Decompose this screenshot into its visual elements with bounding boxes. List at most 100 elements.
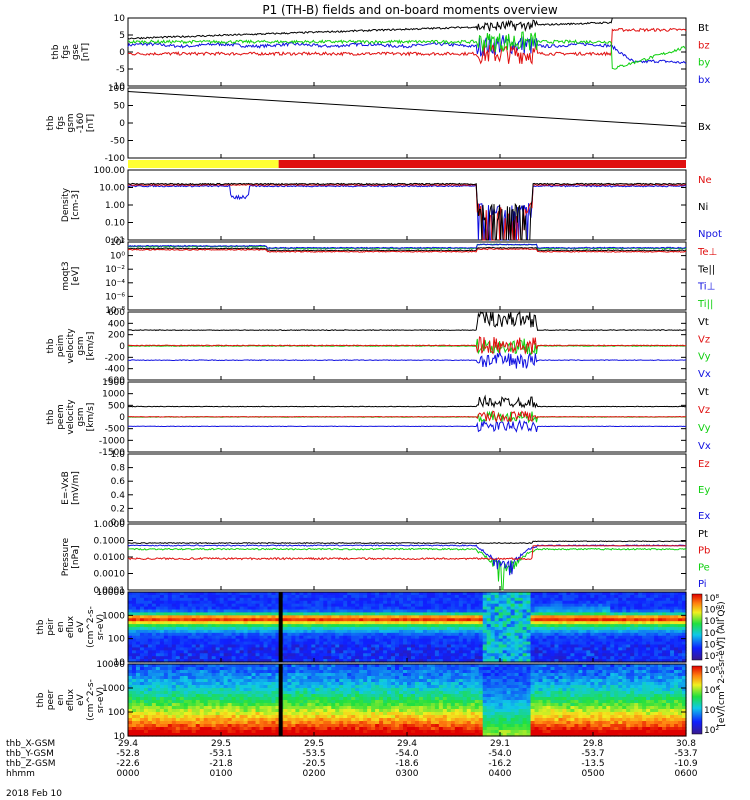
spectrogram-cell	[171, 629, 177, 634]
spectrogram-cell	[526, 618, 532, 622]
spectrogram-cell	[407, 600, 412, 605]
spectrogram-cell	[267, 597, 273, 602]
spectrogram-cell	[247, 670, 253, 674]
spectrogram-cell	[283, 594, 289, 599]
spectrogram-cell	[303, 594, 308, 599]
spectrogram-cell	[430, 600, 436, 605]
spectrogram-cell	[147, 592, 153, 596]
spectrogram-cell	[235, 709, 241, 713]
spectrogram-cell	[128, 627, 133, 631]
spectrogram-cell	[550, 594, 556, 599]
spectrogram-cell	[371, 594, 376, 599]
spectrogram-cell	[355, 606, 360, 611]
spectrogram-cell	[203, 724, 209, 728]
spectrogram-cell	[247, 733, 253, 737]
spectrogram-cell	[175, 682, 181, 686]
spectrogram-cell	[207, 694, 213, 698]
spectrogram-cell	[128, 632, 133, 637]
spectrogram-cell	[239, 592, 245, 596]
spectrogram-cell	[538, 600, 544, 605]
spectrogram-cell	[422, 615, 428, 619]
spectrogram-cell	[522, 624, 528, 628]
spectrogram-cell	[562, 635, 568, 640]
spectrogram-cell	[167, 594, 173, 599]
spectrogram-cell	[243, 612, 249, 616]
spectrogram-cell	[339, 606, 344, 611]
spectrogram-cell	[195, 659, 201, 663]
temperature-legend-Te⊥: Te⊥	[697, 247, 717, 258]
spectrogram-cell	[187, 712, 193, 716]
spectrogram-cell	[351, 659, 356, 663]
spectrogram-cell	[295, 612, 300, 616]
spectrogram-cell	[343, 635, 348, 640]
spectrogram-cell	[355, 592, 360, 596]
spectrogram-cell	[562, 612, 568, 616]
spectrogram-cell	[239, 676, 245, 680]
spectrogram-cell	[410, 653, 416, 657]
spectrogram-cell	[514, 638, 520, 643]
spectrogram-cell	[227, 618, 233, 622]
spectrogram-cell	[554, 621, 560, 625]
spectrogram-cell	[135, 706, 141, 710]
spectrogram-cell	[215, 609, 221, 614]
spectrogram-cell	[255, 627, 261, 631]
spectrogram-cell	[163, 709, 169, 713]
spectrogram-cell	[526, 647, 532, 651]
spectrogram-cell	[263, 715, 269, 719]
spectrogram-cell	[251, 629, 257, 634]
spectrogram-cell	[195, 691, 201, 695]
spectrogram-cell	[311, 597, 316, 602]
spectrogram-cell	[538, 615, 544, 619]
density-legend-Npot: Npot	[698, 229, 722, 240]
spectrogram-cell	[590, 638, 595, 643]
spectrogram-cell	[175, 600, 181, 605]
spectrogram-cell	[574, 594, 579, 599]
spectrogram-cell	[670, 621, 675, 625]
spectrogram-cell	[128, 691, 133, 695]
spectrogram-cell	[287, 730, 293, 734]
spectrogram-cell	[391, 600, 396, 605]
spectrogram-cell	[219, 653, 225, 657]
spectrogram-cell	[327, 612, 332, 616]
spectrogram-cell	[610, 600, 615, 605]
spectrogram-cell	[195, 667, 201, 671]
spectrogram-cell	[674, 621, 679, 625]
spectrogram-cell	[259, 721, 265, 725]
spectrogram-cell	[147, 650, 153, 654]
spectrogram-cell	[347, 627, 352, 631]
spectrogram-cell	[518, 659, 524, 663]
spectrogram-cell	[159, 727, 165, 731]
spectrogram-cell	[363, 615, 368, 619]
spectrogram-cell	[403, 638, 408, 643]
spectrogram-cell	[430, 621, 436, 625]
spectrogram-cell	[582, 609, 587, 614]
spectrogram-cell	[395, 635, 400, 640]
spectrogram-cell	[486, 606, 492, 611]
spectrogram-cell	[191, 688, 197, 692]
spectrogram-cell	[247, 627, 253, 631]
spectrogram-cell	[558, 650, 564, 654]
spectrogram-cell	[259, 688, 265, 692]
spectrogram-cell	[167, 618, 173, 622]
spectrogram-cell	[128, 706, 133, 710]
colorbar-tick-label: 10⁵	[704, 617, 719, 627]
spectrogram-cell	[383, 592, 388, 596]
spectrogram-cell	[159, 700, 165, 704]
spectrogram-cell	[327, 641, 332, 646]
spectrogram-cell	[231, 627, 237, 631]
spectrogram-cell	[335, 612, 340, 616]
spectrogram-cell	[478, 638, 484, 643]
spectrogram-cell	[147, 600, 153, 605]
spectrogram-cell	[347, 624, 352, 628]
spectrogram-cell	[514, 653, 520, 657]
spectrogram-cell	[339, 597, 344, 602]
spectrogram-cell	[347, 609, 352, 614]
spectrogram-cell	[255, 694, 261, 698]
spectrogram-cell	[179, 609, 185, 614]
spectrogram-cell	[371, 659, 376, 663]
spectrogram-cell	[171, 706, 177, 710]
spectrogram-cell	[247, 635, 253, 640]
spectrogram-cell	[570, 659, 575, 663]
spectrogram-cell	[147, 624, 153, 628]
spectrogram-cell	[594, 627, 599, 631]
